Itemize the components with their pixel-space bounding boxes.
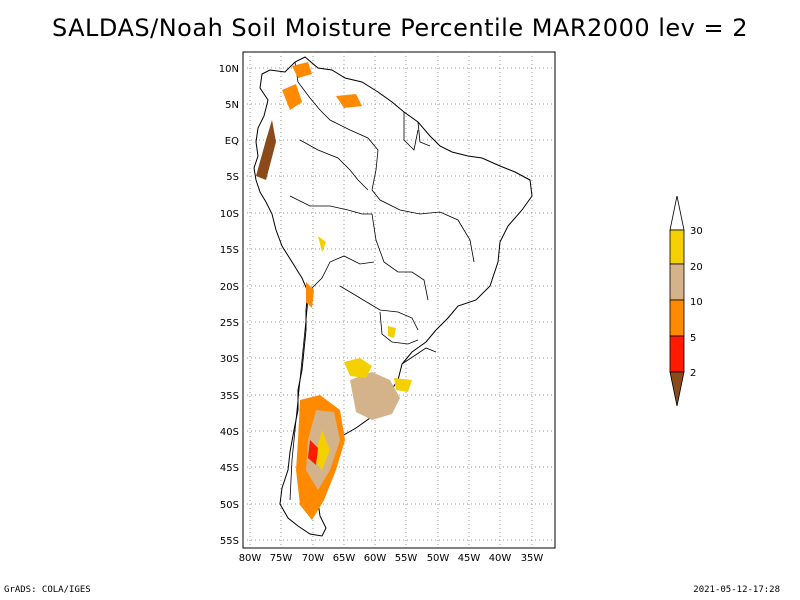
shade-pampas-30: [344, 358, 372, 378]
colorbar-bin-30: [669, 229, 685, 265]
lon-label: 35W: [521, 553, 544, 564]
percentile-shading: [256, 62, 412, 520]
lat-label: 10N: [219, 64, 239, 75]
colorbar-bin-10: [669, 299, 685, 337]
lat-label: 45S: [220, 463, 239, 474]
lat-label: 10S: [220, 209, 239, 220]
shade-venezuela-10: [336, 94, 362, 108]
south-america-outline: [253, 56, 533, 537]
lat-label: 50S: [220, 500, 239, 511]
shade-paraguay-30: [388, 326, 396, 338]
lon-label: 65W: [333, 553, 356, 564]
colorbar-labels: 30 20 10 5 2: [690, 226, 703, 379]
lat-label: 15S: [220, 245, 239, 256]
shade-patagonia-30: [314, 430, 330, 470]
colorbar-label: 5: [690, 333, 696, 344]
lon-label: 60W: [364, 553, 387, 564]
colorbar-bin-20: [669, 263, 685, 301]
colorbar-label: 30: [690, 226, 703, 237]
map-title: SALDAS/Noah Soil Moisture Percentile MAR…: [51, 14, 749, 42]
lat-label: 5N: [225, 100, 239, 111]
colorbar-top-arrow: [669, 195, 685, 231]
lat-label: 35S: [220, 391, 239, 402]
shade-pampas-20: [350, 372, 400, 420]
colorbar-label: 20: [690, 262, 703, 273]
lon-label: 40W: [489, 553, 512, 564]
shade-chile-north-10: [306, 282, 314, 308]
lon-label: 75W: [270, 553, 293, 564]
colorbar-bottom-arrow: [669, 371, 685, 407]
shade-peru-30: [318, 236, 326, 252]
grid-lines: [243, 52, 555, 548]
lat-label: 20S: [220, 282, 239, 293]
lon-label: 70W: [302, 553, 325, 564]
lat-label: 40S: [220, 427, 239, 438]
colorbar-label: 2: [690, 368, 696, 379]
shade-patagonia-5: [308, 440, 318, 465]
lat-labels: 10N 5N EQ 5S 10S 15S 20S 25S 30S 35S 40S…: [219, 64, 239, 547]
shade-andes-north-2: [256, 120, 276, 180]
lon-label: 55W: [395, 553, 418, 564]
footer-timestamp: 2021-05-12-17:28: [693, 585, 780, 595]
shade-caribbean-10: [292, 62, 312, 78]
colorbar: [669, 195, 685, 407]
shade-colombia-10: [282, 84, 302, 110]
colorbar-bin-5: [669, 335, 685, 373]
country-borders: [289, 61, 475, 501]
footer-credit: GrADS: COLA/IGES: [4, 585, 91, 595]
lon-label: 50W: [427, 553, 450, 564]
lat-label: 55S: [220, 536, 239, 547]
lat-label: 30S: [220, 354, 239, 365]
lat-label: 5S: [226, 172, 239, 183]
lon-labels: 80W 75W 70W 65W 60W 55W 50W 45W 40W 35W: [239, 553, 544, 564]
map-frame: [242, 51, 556, 549]
colorbar-label: 10: [690, 297, 703, 308]
lon-label: 45W: [458, 553, 481, 564]
shade-uruguay-30: [394, 378, 412, 392]
lon-label: 80W: [239, 553, 262, 564]
lat-label: 25S: [220, 318, 239, 329]
lat-label: EQ: [225, 136, 239, 147]
